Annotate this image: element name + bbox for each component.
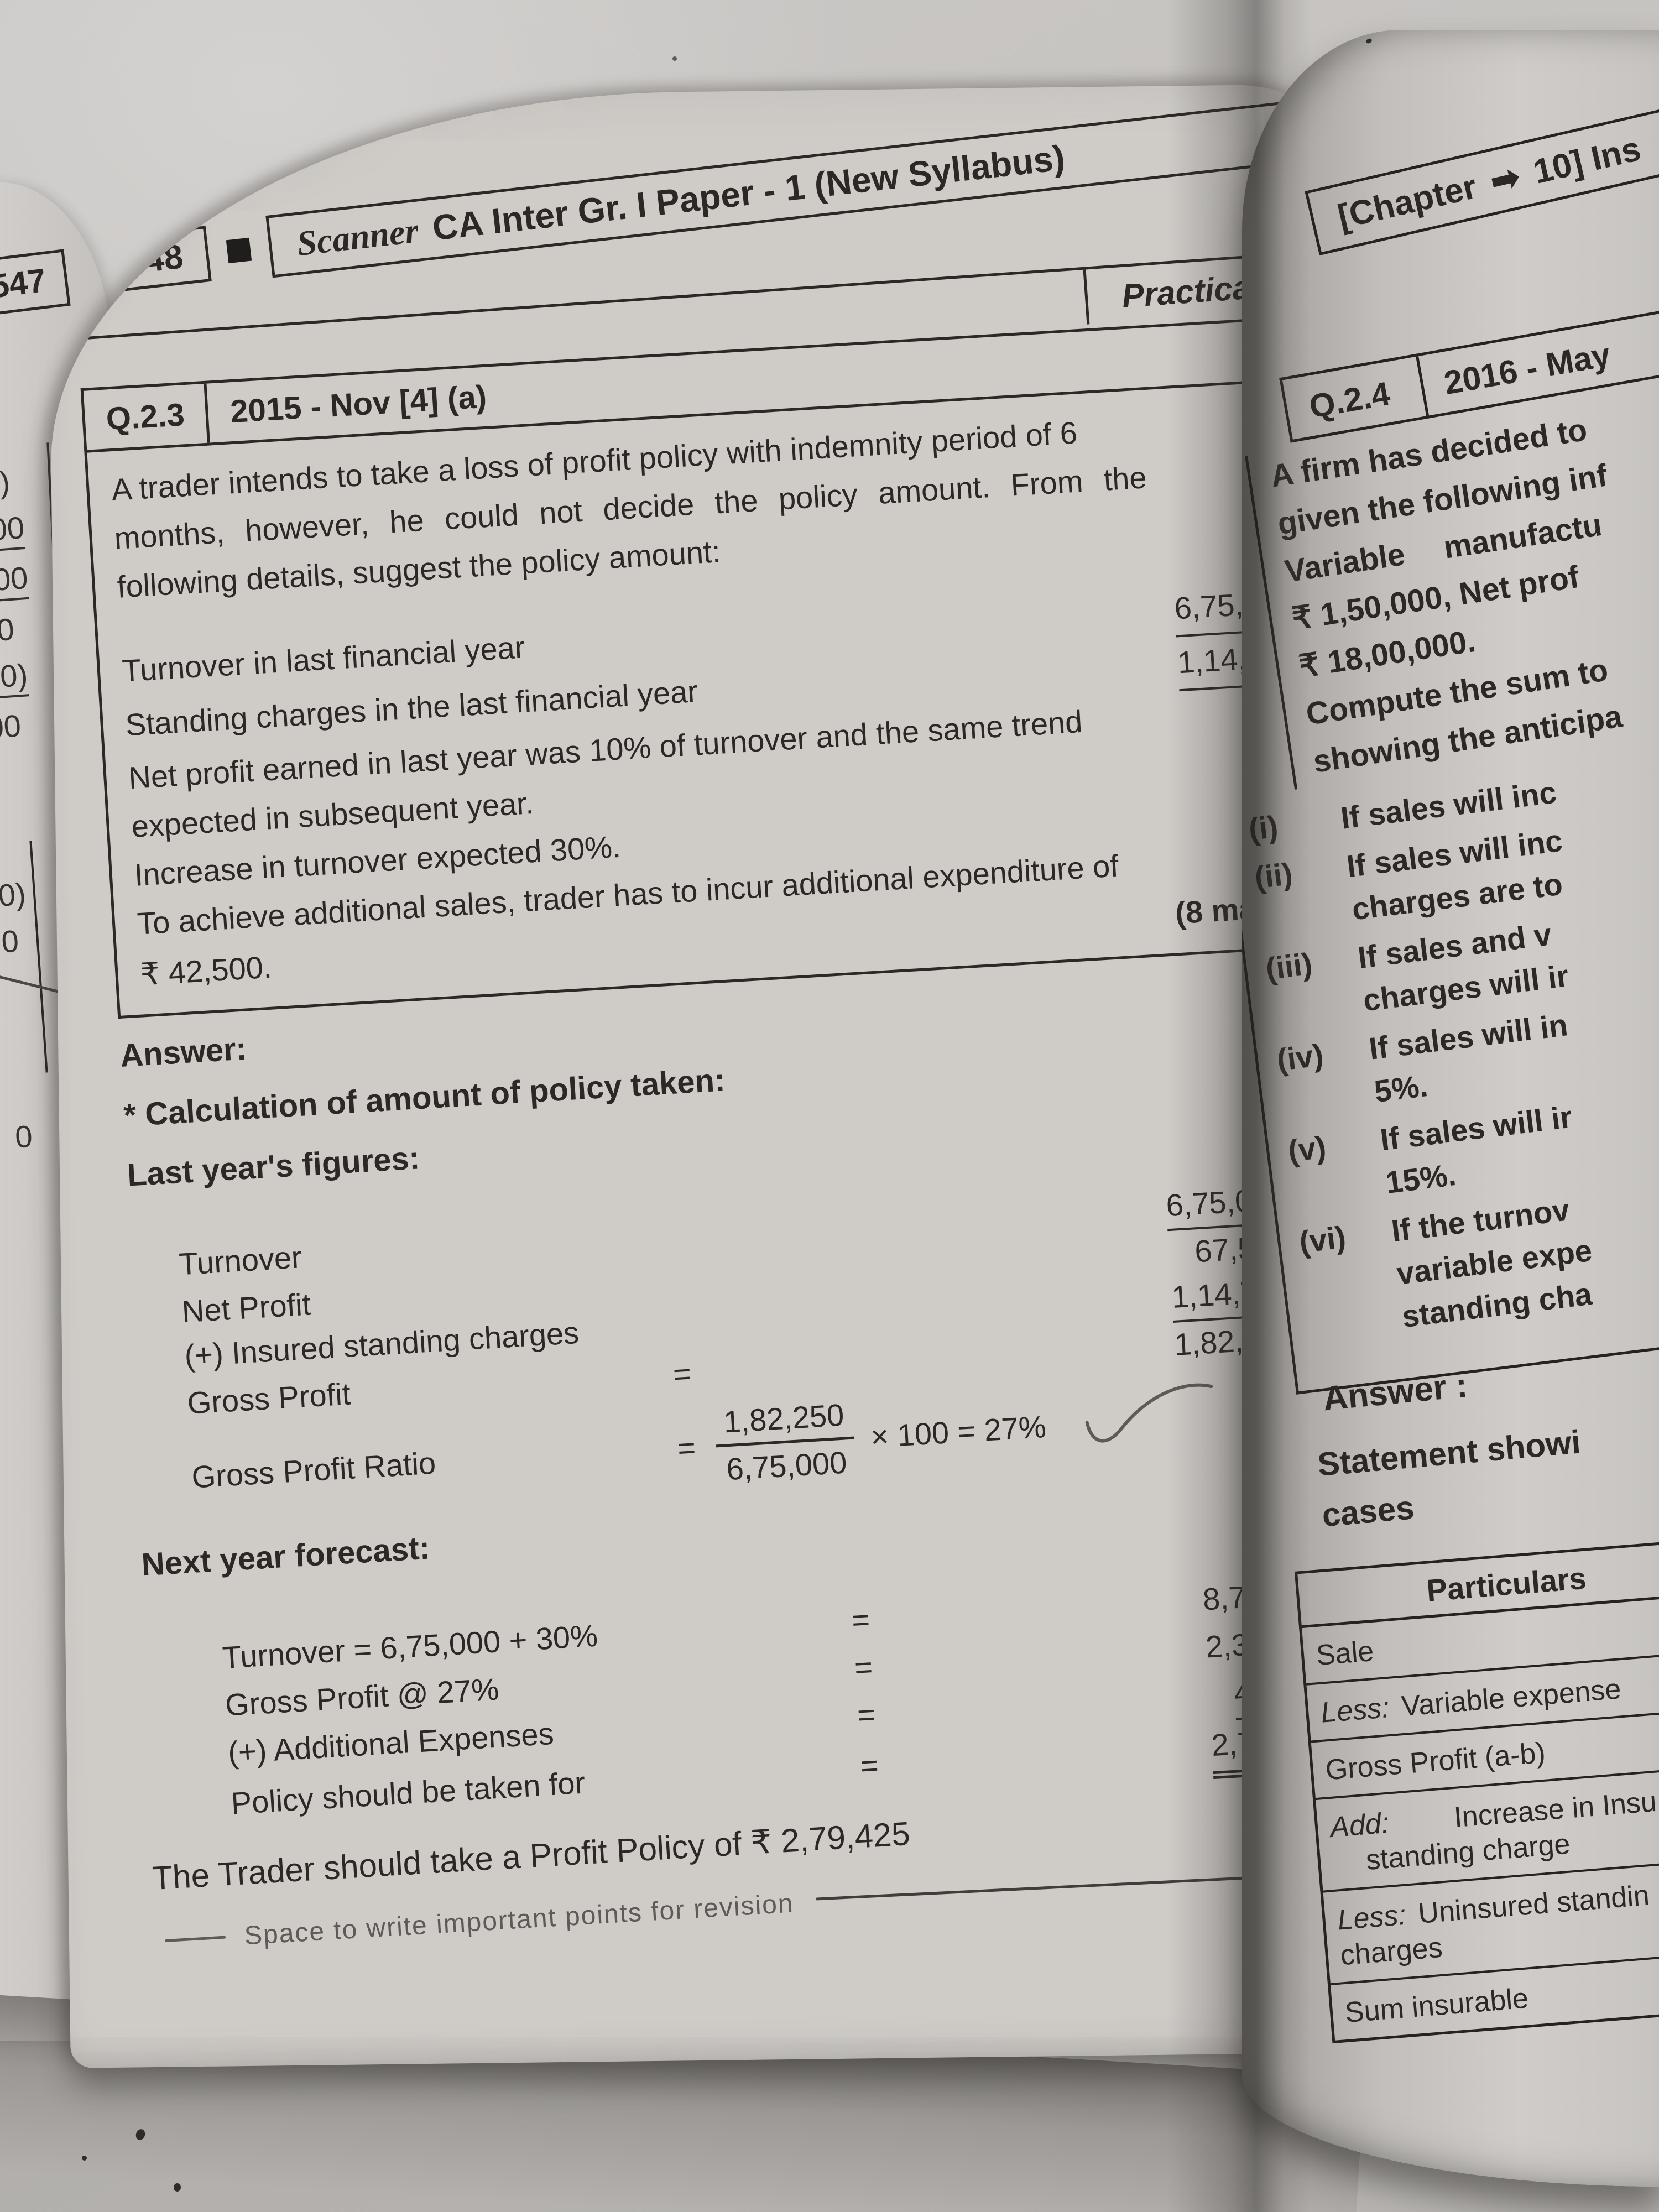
list-item-number: (iv) [1275,1037,1326,1078]
right-page: [Chapter ➡ 10] Ins Q.2.4 2016 - May A firm… [1242,30,1659,2187]
fragment-value: 00 [0,611,15,649]
book-title: CA Inter Gr. I Paper - 1 (New Syllabus) [430,137,1067,248]
equals-sign: = [859,1747,880,1783]
table-cell: Sum insurable [1343,1982,1530,2030]
equals-sign: = [676,1430,697,1466]
condition-list: (i) If sales will inc (ii) If sales will… [1242,753,1659,1395]
table-row-prefix: Add: [1328,1807,1391,1844]
question-paragraph: A firm has decided to given the followin… [1245,394,1659,790]
chapter-suffix: 10] Ins [1530,129,1645,191]
fraction-numerator: 1,82,250 [713,1396,854,1448]
fragment-value: 000 [0,508,26,553]
list-item-text: If sales will ir 15%. [1378,1095,1580,1204]
list-item-text: If sales will in 5%. [1366,1003,1575,1113]
equals-sign [671,1329,809,1338]
under-page-number: 547 [0,262,48,305]
equals-sign [669,1285,807,1293]
fragment-value: 500 [0,558,29,603]
equals-sign [665,1238,804,1246]
ink-speck [672,56,677,61]
book-title-box: Scanner CA Inter Gr. I Paper - 1 (New Syl… [265,100,1301,278]
table-cell: Variable expense [1400,1673,1623,1723]
question-box: A trader intends to take a loss of profi… [84,379,1343,1019]
statement-table: Particulars Sale Less: Variable expense G… [1294,1537,1659,2044]
list-item-text: If sales and v charges will ir [1355,911,1571,1022]
question-id: Q.2.3 [83,383,210,450]
table-row-prefix: Less: [1319,1691,1391,1729]
revision-dash [165,1936,226,1943]
page-number-box: 1.548 [69,226,212,297]
equals-sign: = [672,1355,692,1392]
equals-sign: = [851,1601,871,1638]
ink-speck [82,2156,87,2161]
left-page-content: 1.548 Scanner CA Inter Gr. I Paper - 1 (N… [69,100,1343,1955]
fraction: 1,82,250 6,75,000 [713,1396,857,1488]
equals-sign: = [853,1649,874,1686]
list-item-text: If the turnov variable expe standing cha [1389,1186,1600,1339]
ink-speck [174,2183,181,2192]
table-cell: Sale [1314,1635,1375,1672]
equals-sign: = [856,1697,877,1733]
expenditure-amount: ₹ 42,500. [139,949,273,992]
pen-checkmark-icon [1085,1383,1213,1443]
fragment-value: 00 [0,708,22,745]
fragment-value: 0) [0,876,27,913]
ratio-row: Gross Profit Ratio = 1,82,250 6,75,000 ×… [189,1365,1342,1519]
left-page: 1.548 Scanner CA Inter Gr. I Paper - 1 (N… [46,84,1343,2068]
ratio-label: Gross Profit Ratio [190,1445,437,1495]
table-cell: Gross Profit (a-b) [1324,1736,1547,1787]
list-item-number: (i) [1246,808,1280,847]
forecast-block: ₹ Turnover = 6,75,000 + 30% = 8,77,500 G… [153,1519,1343,1841]
book-title-script: Scanner [295,210,421,263]
revision-note: Space to write important points for revi… [243,1888,795,1951]
fragment-value: 00) [0,655,29,700]
page-number: 1.548 [95,237,185,285]
chapter-prefix: [Chapter [1334,167,1480,237]
arrow-icon: ➡ [1486,157,1524,201]
list-item-number: (vi) [1297,1219,1348,1260]
list-item-number: (v) [1286,1129,1328,1169]
under-page-number-box: 547 [0,249,71,317]
square-bullet-icon [226,237,252,263]
list-item-number: (iii) [1264,946,1314,987]
fragment-value: 0 [0,923,20,959]
statement-heading: Statement showi cases [1316,1417,1587,1541]
chapter-header: [Chapter ➡ 10] Ins [1305,107,1659,255]
ratio-result: × 100 = 27% [869,1408,1047,1454]
fragment-currency: (₹) [0,464,11,502]
list-item-number: (ii) [1252,855,1295,895]
table-row-prefix: Less: [1336,1898,1407,1937]
question-id: Q.2.4 [1306,374,1393,426]
fraction-denominator: 6,75,000 [725,1444,848,1487]
